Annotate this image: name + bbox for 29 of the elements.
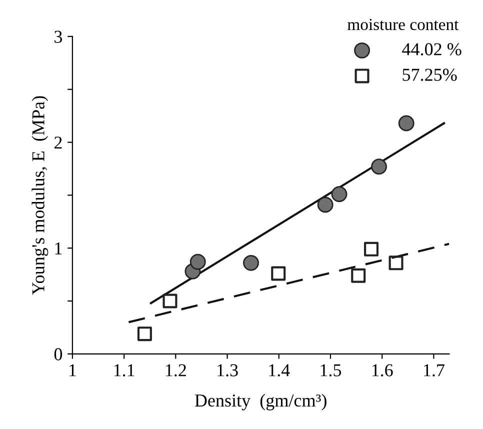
point	[364, 242, 379, 256]
y-tick-label: 2	[54, 136, 62, 149]
point	[137, 326, 152, 342]
legend-label: 44.02 %	[402, 43, 462, 56]
y-tick-label: 0	[54, 348, 62, 360]
y-tick-label: 1	[55, 242, 62, 254]
x-axis-title: Density (gm/cm³)	[194, 394, 326, 410]
legend-label: 57.25%	[402, 68, 457, 81]
point	[331, 186, 348, 202]
y-tick-label: 3	[54, 30, 62, 43]
point	[351, 268, 366, 283]
point	[317, 196, 334, 213]
x-tick-label: 1.7	[424, 364, 444, 376]
legend-title: moisture content	[348, 18, 459, 30]
x-tick-label: 1.5	[320, 364, 342, 376]
y-axis-title: Young's modulus, E (MPa)	[32, 96, 48, 295]
point	[190, 254, 206, 270]
point	[398, 115, 414, 132]
point	[371, 158, 387, 175]
x-tick-label: 1.4	[269, 364, 290, 376]
point	[162, 294, 178, 308]
point	[388, 256, 404, 270]
x-tick-label: 1.6	[372, 364, 393, 376]
point	[271, 266, 286, 281]
x-tick-label: 1.2	[166, 364, 186, 376]
x-tick-label: 1.3	[218, 364, 238, 376]
point	[243, 254, 259, 271]
x-tick-label: 1	[70, 364, 76, 376]
x-tick-label: 1.1	[114, 364, 134, 376]
